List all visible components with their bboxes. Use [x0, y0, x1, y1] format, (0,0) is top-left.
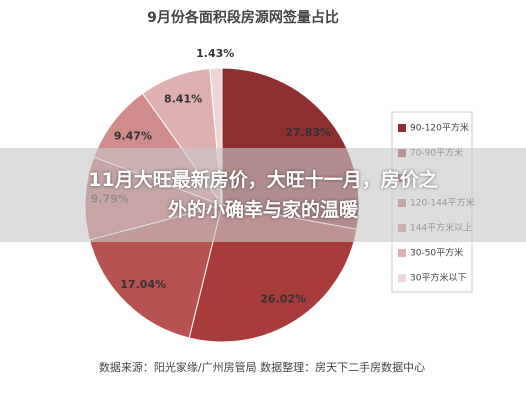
data-label: 27.83%: [285, 126, 331, 139]
legend-label: 30平方米以下: [410, 272, 466, 284]
legend-label: 30-50平方米: [410, 247, 463, 259]
legend-swatch: [398, 249, 406, 257]
overlay-line: 外的小确幸与家的温暖: [167, 199, 358, 221]
overlay-banner: 11月大旺最新房价，大旺十一月，房价之 外的小确幸与家的温暖: [0, 148, 526, 242]
data-label: 26.02%: [260, 292, 306, 305]
chart-title: 9月份各面积段房源网签量占比: [147, 9, 339, 26]
data-label: 1.43%: [196, 47, 234, 60]
data-label: 17.04%: [120, 278, 166, 291]
legend-swatch: [398, 124, 406, 132]
legend-label: 90-120平方米: [410, 122, 469, 134]
legend-swatch: [398, 274, 406, 282]
overlay-line: 11月大旺最新房价，大旺十一月，房价之: [88, 169, 438, 191]
source-note: 数据来源：阳光家缘/广州房管局 数据整理：房天下二手房数据中心: [99, 360, 425, 374]
data-label: 9.47%: [114, 130, 152, 143]
data-label: 8.41%: [164, 93, 202, 106]
